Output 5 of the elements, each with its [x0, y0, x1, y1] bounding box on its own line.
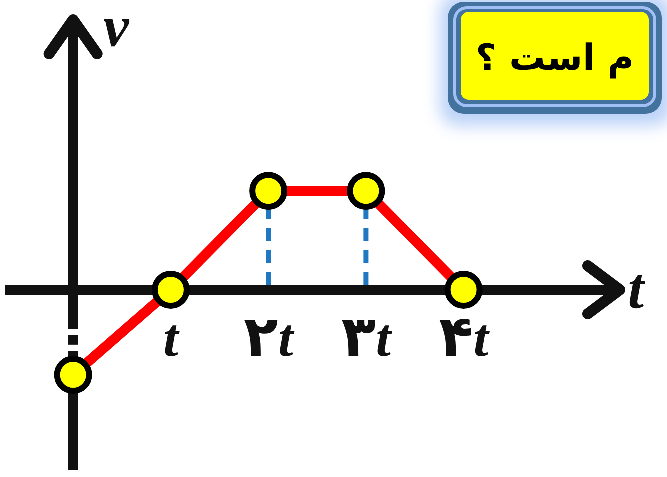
xlabel: t	[628, 256, 644, 321]
annotation-text: م است ؟	[476, 38, 634, 79]
x-tick-label: t	[163, 308, 178, 368]
x-tick-label: ۰	[56, 304, 91, 370]
ylabel: v	[103, 0, 130, 59]
